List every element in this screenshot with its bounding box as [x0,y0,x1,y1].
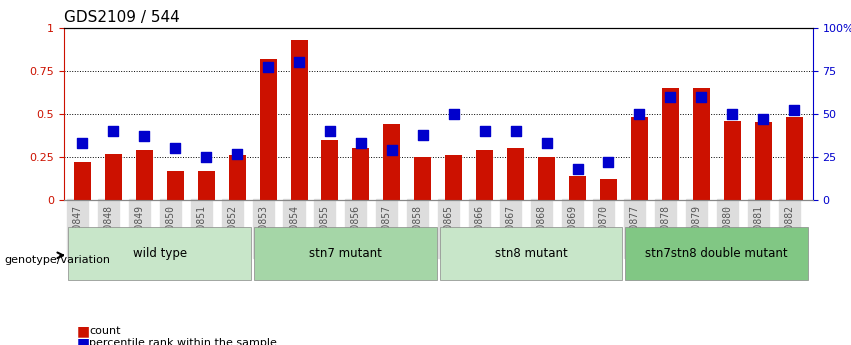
Bar [538,157,555,200]
Text: ■: ■ [77,336,89,345]
Point [632,111,646,117]
Point [664,94,677,99]
Text: ■: ■ [77,324,89,338]
FancyBboxPatch shape [254,227,437,280]
Text: wild type: wild type [133,247,187,260]
Point [138,134,151,139]
Point [323,128,337,134]
Text: percentile rank within the sample: percentile rank within the sample [89,338,277,345]
Point [168,146,182,151]
Point [76,140,89,146]
Bar [755,122,772,200]
Point [478,128,492,134]
Bar [229,155,246,200]
Bar [507,148,524,200]
Point [725,111,739,117]
Bar [290,40,307,200]
FancyBboxPatch shape [625,227,808,280]
Text: stn7 mutant: stn7 mutant [309,247,382,260]
Point [757,116,770,122]
Text: GDS2109 / 544: GDS2109 / 544 [64,10,180,25]
Text: stn8 mutant: stn8 mutant [494,247,568,260]
Bar [383,124,400,200]
Bar [136,150,153,200]
Point [694,94,708,99]
FancyBboxPatch shape [440,227,622,280]
Bar [477,150,494,200]
Point [261,65,275,70]
Bar [631,117,648,200]
Point [571,166,585,172]
Bar [723,121,740,200]
Bar [352,148,369,200]
Point [602,159,615,165]
Text: count: count [89,326,121,336]
Bar [785,117,802,200]
Point [106,128,120,134]
Point [509,128,523,134]
Point [447,111,460,117]
FancyBboxPatch shape [68,227,251,280]
Point [354,140,368,146]
Point [540,140,553,146]
Bar [322,140,339,200]
Point [385,147,398,153]
Point [416,132,430,137]
Bar [167,171,184,200]
Bar [105,154,122,200]
Text: stn7stn8 double mutant: stn7stn8 double mutant [645,247,788,260]
Point [787,108,801,113]
Bar [74,162,91,200]
Bar [693,88,710,200]
Bar [197,171,214,200]
Text: genotype/variation: genotype/variation [4,256,111,265]
Point [292,59,306,65]
Point [231,151,244,156]
Point [199,154,213,160]
Bar [445,155,462,200]
Bar [414,157,431,200]
Bar [600,179,617,200]
Bar [569,176,586,200]
Bar [662,88,679,200]
Bar [260,59,277,200]
